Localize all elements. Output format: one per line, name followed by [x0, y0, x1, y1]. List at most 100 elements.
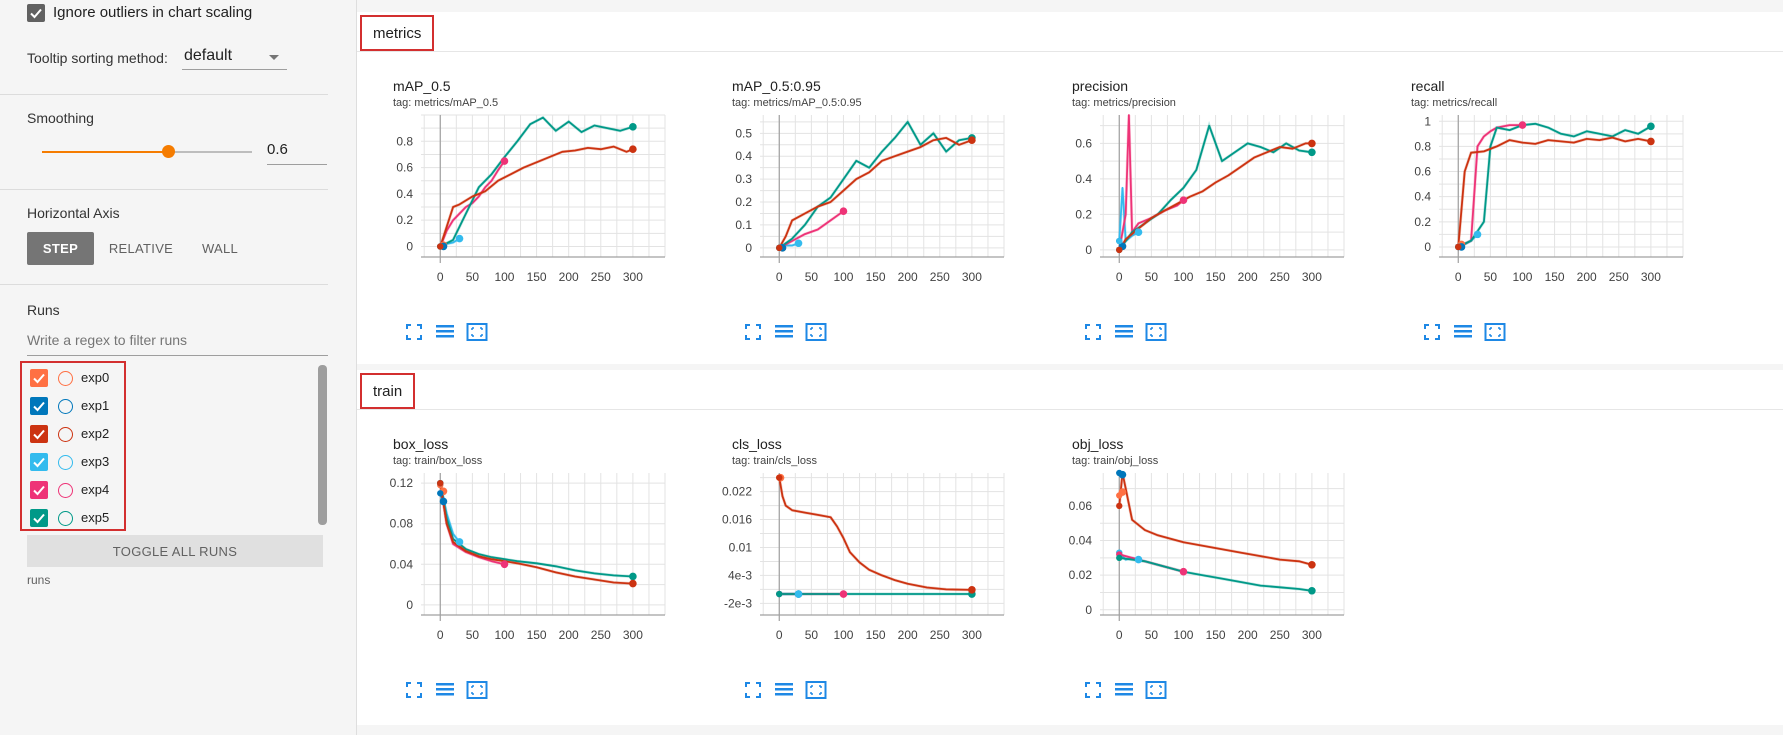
- run-color-circle-icon[interactable]: [58, 455, 73, 470]
- log-scale-icon[interactable]: [774, 680, 794, 700]
- runs-label: Runs: [27, 302, 60, 318]
- series-startpoint-exp1: [437, 490, 444, 497]
- log-scale-icon[interactable]: [774, 322, 794, 342]
- run-checkbox[interactable]: [30, 397, 48, 415]
- run-checkbox[interactable]: [30, 425, 48, 443]
- group-title[interactable]: metrics: [360, 15, 435, 51]
- chart-plot[interactable]: 0 0.02 0.04 0.06 0 50 100 150 200 250 300: [1054, 468, 1394, 668]
- chart-title: mAP_0.5:0.95: [732, 78, 821, 94]
- series-startpoint-exp2: [1116, 246, 1123, 254]
- fullscreen-icon[interactable]: [1083, 680, 1103, 700]
- y-tick-label: 4e-3: [728, 568, 752, 582]
- check-icon: [33, 373, 45, 384]
- log-scale-icon[interactable]: [435, 680, 455, 700]
- series-startpoint-exp5: [776, 590, 783, 598]
- fit-domain-icon[interactable]: [805, 322, 827, 342]
- series-startpoint-exp5: [1116, 554, 1123, 562]
- chart-title: box_loss: [393, 436, 449, 452]
- log-scale-icon[interactable]: [1114, 680, 1134, 700]
- fullscreen-icon[interactable]: [743, 680, 763, 700]
- log-scale-icon[interactable]: [435, 322, 455, 342]
- chart-plot[interactable]: 0 0.2 0.4 0.6 0.8 1 0 50 100 150 200 250 300: [1393, 110, 1733, 310]
- y-tick-label: 0.6: [1075, 136, 1092, 150]
- series-line-exp2: [1457, 136, 1652, 247]
- run-name: exp2: [81, 426, 110, 441]
- chart-plot[interactable]: 0 0.1 0.2 0.3 0.4 0.5 0 50 100 150 200 250 300: [714, 110, 1054, 310]
- series-endpoint-exp4: [839, 207, 848, 215]
- run-filter-input[interactable]: Write a regex to filter runs: [27, 332, 328, 356]
- run-name: exp1: [81, 398, 110, 413]
- smoothing-input[interactable]: 0.6: [267, 141, 327, 165]
- run-checkbox[interactable]: [30, 481, 48, 499]
- fullscreen-icon[interactable]: [1422, 322, 1442, 342]
- toggle-all-runs-button[interactable]: TOGGLE ALL RUNS: [27, 535, 323, 567]
- series-endpoint-exp3: [794, 239, 803, 248]
- series-line-exp4: [1457, 124, 1523, 248]
- chart-card-recall: recall tag: metrics/recall 0 0.2 0.4 0.6 0.8 1 0…: [1393, 78, 1733, 348]
- x-tick-label: 0: [776, 628, 783, 642]
- x-tick-label: 200: [559, 628, 579, 642]
- series-endpoint-exp3: [455, 234, 464, 243]
- fit-domain-icon[interactable]: [1145, 680, 1167, 700]
- x-tick-label: 100: [494, 628, 514, 642]
- chart-title: mAP_0.5: [393, 78, 451, 94]
- fullscreen-icon[interactable]: [404, 322, 424, 342]
- y-tick-label: 0.02: [1069, 568, 1093, 582]
- chart-tag: tag: train/box_loss: [393, 455, 483, 467]
- x-tick-label: 250: [930, 628, 950, 642]
- x-tick-label: 250: [930, 270, 950, 284]
- series-endpoint-exp5: [1308, 148, 1316, 157]
- fit-domain-icon[interactable]: [466, 680, 488, 700]
- run-checkbox[interactable]: [30, 509, 48, 527]
- series-endpoint-exp5: [629, 123, 637, 131]
- fit-domain-icon[interactable]: [1145, 322, 1167, 342]
- chart-plot[interactable]: -2e-3 4e-3 0.01 0.016 0.022 0 50 100 150 200 250 30…: [714, 468, 1054, 668]
- y-tick-label: 1: [1424, 114, 1431, 128]
- chart-plot[interactable]: 0 0.2 0.4 0.6 0.8 0 50 100 150 200 250 300: [375, 110, 715, 310]
- run-checkbox[interactable]: [30, 369, 48, 387]
- axis-relative-button[interactable]: RELATIVE: [108, 241, 174, 256]
- check-icon: [33, 513, 45, 524]
- y-tick-label: 0.2: [735, 195, 752, 209]
- run-color-circle-icon[interactable]: [58, 511, 73, 526]
- chart-plot[interactable]: 0 0.2 0.4 0.6 0 50 100 150 200 250 300: [1054, 110, 1394, 310]
- ignore-outliers-checkbox[interactable]: [27, 4, 45, 22]
- series-endpoint-exp3: [794, 590, 803, 598]
- x-tick-label: 300: [1302, 270, 1322, 284]
- y-tick-label: 0.12: [390, 476, 414, 490]
- y-tick-label: 0.8: [396, 134, 413, 148]
- run-color-circle-icon[interactable]: [58, 371, 73, 386]
- fullscreen-icon[interactable]: [743, 322, 763, 342]
- smoothing-slider[interactable]: [42, 145, 252, 158]
- y-tick-label: 0.4: [735, 149, 752, 163]
- smoothing-slider-fill: [42, 151, 168, 153]
- run-color-circle-icon[interactable]: [58, 427, 73, 442]
- x-tick-label: 50: [466, 628, 480, 642]
- series-line-exp4: [439, 160, 506, 247]
- axis-wall-button[interactable]: WALL: [201, 241, 239, 256]
- run-checkbox[interactable]: [30, 453, 48, 471]
- x-tick-label: 100: [494, 270, 514, 284]
- chart-plot[interactable]: 0 0.04 0.08 0.12 0 50 100 150 200 250 300: [375, 468, 715, 668]
- smoothing-label: Smoothing: [27, 110, 94, 126]
- x-tick-label: 200: [898, 628, 918, 642]
- fit-domain-icon[interactable]: [466, 322, 488, 342]
- tooltip-sorting-label: Tooltip sorting method:: [27, 50, 168, 66]
- smoothing-slider-handle[interactable]: [162, 145, 175, 158]
- y-tick-label: -2e-3: [724, 596, 752, 610]
- group-title[interactable]: train: [360, 373, 416, 409]
- tooltip-sorting-select[interactable]: default: [182, 44, 287, 70]
- fullscreen-icon[interactable]: [1083, 322, 1103, 342]
- fullscreen-icon[interactable]: [404, 680, 424, 700]
- series-line-exp5: [778, 120, 973, 249]
- fit-domain-icon[interactable]: [1484, 322, 1506, 342]
- log-scale-icon[interactable]: [1114, 322, 1134, 342]
- run-color-circle-icon[interactable]: [58, 399, 73, 414]
- fit-domain-icon[interactable]: [805, 680, 827, 700]
- y-tick-label: 0.08: [390, 517, 414, 531]
- run-color-circle-icon[interactable]: [58, 483, 73, 498]
- runs-scrollbar[interactable]: [318, 365, 327, 525]
- axis-step-button[interactable]: STEP: [27, 232, 94, 265]
- series-endpoint-exp1: [439, 497, 448, 506]
- log-scale-icon[interactable]: [1453, 322, 1473, 342]
